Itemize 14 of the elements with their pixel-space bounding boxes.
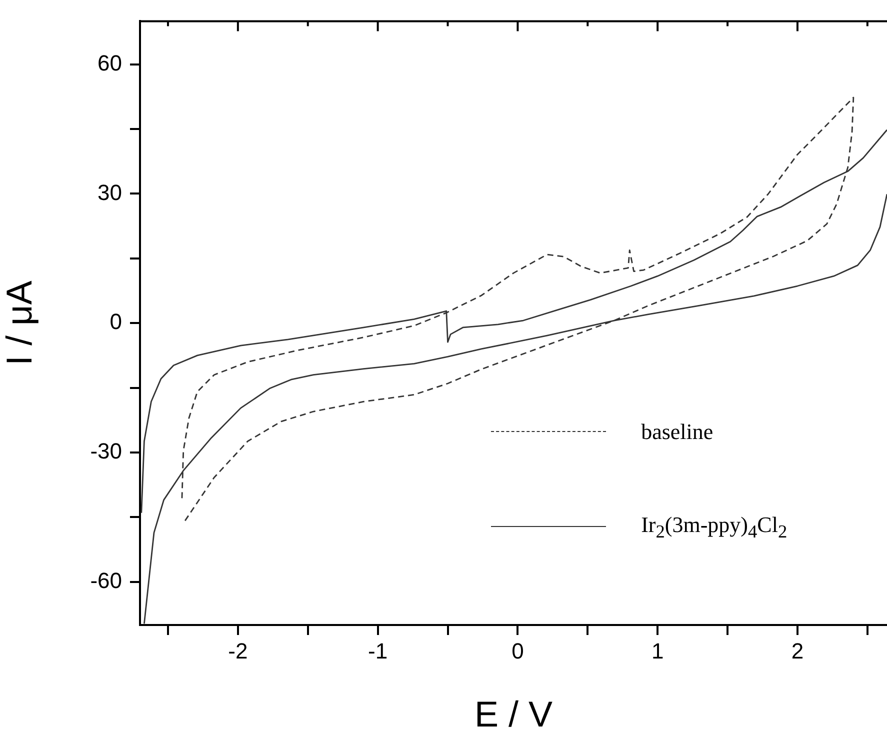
y-tick-label: -60 <box>90 568 122 593</box>
x-tick-label: -1 <box>368 638 388 664</box>
text: baseline <box>641 418 714 445</box>
y-tick-label: -30 <box>90 438 122 464</box>
y-axis-title: I / μA <box>0 280 40 366</box>
y-tick-label: 30 <box>98 180 122 205</box>
x-axis-title: E / V <box>474 693 553 734</box>
x-tick-label: 1 <box>651 638 664 664</box>
y-tick-label: 0 <box>110 309 122 334</box>
x-tick-label: 0 <box>512 638 524 664</box>
text: Ir$_{2}$(3m-ppy)$_{4}$Cl$_{2}$ <box>641 512 788 542</box>
x-tick-label: -2 <box>228 638 248 664</box>
x-tick-label: 2 <box>791 638 804 664</box>
y-tick-label: 60 <box>98 50 122 76</box>
